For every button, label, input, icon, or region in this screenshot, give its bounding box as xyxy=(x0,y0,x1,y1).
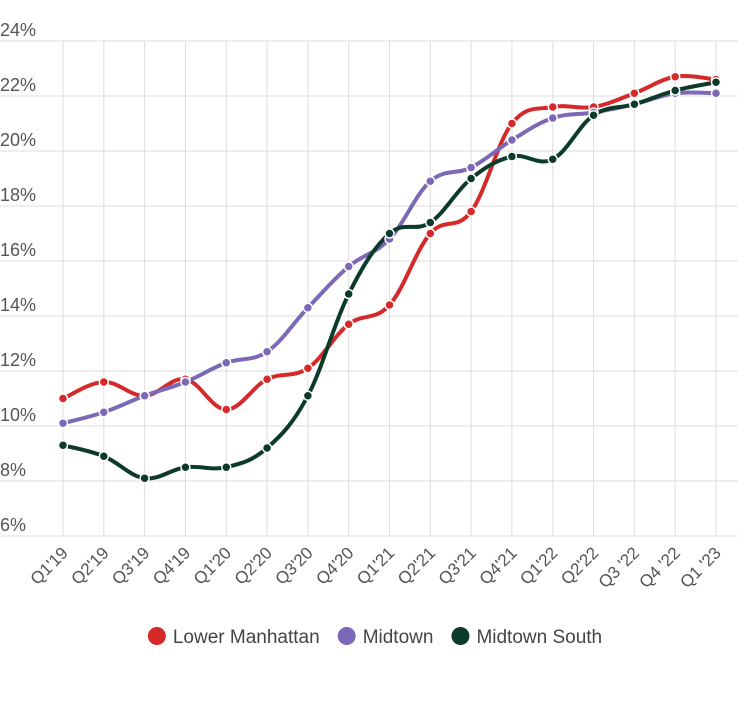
y-tick-label: 22% xyxy=(0,75,36,95)
y-tick-label: 10% xyxy=(0,405,36,425)
data-point-midtown xyxy=(98,407,110,418)
data-point-lower-manhattan xyxy=(384,299,395,311)
legend-marker-midtown xyxy=(337,627,356,645)
data-point-midtown-south xyxy=(588,110,599,121)
data-point-lower-manhattan xyxy=(221,404,232,415)
data-point-lower-manhattan xyxy=(425,228,436,239)
data-point-midtown xyxy=(261,346,273,357)
legend-label-midtown: Midtown xyxy=(363,627,434,648)
data-point-midtown xyxy=(221,357,232,368)
data-point-lower-manhattan xyxy=(669,71,681,82)
data-point-lower-manhattan xyxy=(547,101,558,113)
x-tick-label: Q3'21 xyxy=(435,543,480,588)
x-tick-label: Q4 '22 xyxy=(636,543,684,591)
legend: Lower Manhattan Midtown Midtown South xyxy=(147,627,602,648)
y-tick-label: 20% xyxy=(0,130,36,150)
data-point-midtown-south xyxy=(302,390,314,401)
data-point-midtown xyxy=(506,134,518,146)
x-tick-label: Q2'19 xyxy=(67,543,112,588)
data-point-midtown-south xyxy=(710,77,722,88)
data-point-midtown xyxy=(180,376,191,388)
legend-label-lower-manhattan: Lower Manhattan xyxy=(173,627,320,648)
series-points xyxy=(57,71,722,484)
x-tick-label: Q1 '23 xyxy=(676,543,724,591)
legend-label-midtown-south: Midtown South xyxy=(476,627,602,648)
y-tick-label: 6% xyxy=(0,515,26,535)
y-tick-label: 14% xyxy=(0,295,36,315)
data-point-midtown xyxy=(139,390,150,401)
data-point-midtown xyxy=(302,302,314,313)
y-tick-label: 12% xyxy=(0,350,36,370)
series-line-lower-manhattan xyxy=(61,74,718,412)
y-axis-ticks: 6% 8% 10% 12% 14% 16% 18% 20% 22% 24% xyxy=(0,20,36,535)
data-point-midtown-south xyxy=(425,217,436,228)
data-point-midtown-south xyxy=(669,85,681,96)
data-point-lower-manhattan xyxy=(629,88,640,99)
data-point-lower-manhattan xyxy=(343,319,354,330)
data-point-lower-manhattan xyxy=(465,206,477,217)
x-tick-label: Q3'20 xyxy=(272,543,317,588)
data-point-midtown xyxy=(465,162,477,173)
x-tick-label: Q4'20 xyxy=(312,543,357,588)
data-point-midtown-south xyxy=(139,473,150,484)
x-tick-label: Q1'19 xyxy=(27,543,72,588)
legend-marker-midtown-south xyxy=(451,627,470,645)
data-point-midtown-south xyxy=(547,154,558,165)
x-tick-label: Q3 '22 xyxy=(595,543,643,591)
data-point-midtown-south xyxy=(261,442,273,454)
data-point-lower-manhattan xyxy=(302,363,314,374)
grid xyxy=(0,40,738,537)
data-point-midtown-south xyxy=(343,288,354,300)
series-line-midtown-south xyxy=(61,80,718,481)
x-tick-label: Q1'22 xyxy=(516,543,561,588)
data-point-midtown-south xyxy=(221,462,232,473)
data-point-midtown-south xyxy=(57,440,69,451)
data-point-midtown xyxy=(343,261,354,272)
data-point-midtown xyxy=(710,88,722,99)
data-point-midtown-south xyxy=(384,228,395,239)
data-point-midtown xyxy=(57,418,69,429)
x-tick-label: Q1'20 xyxy=(190,543,235,588)
x-axis-ticks: Q1'19Q2'19Q3'19Q4'19Q1'20Q2'20Q3'20Q4'20… xyxy=(27,543,725,591)
x-tick-label: Q4'21 xyxy=(476,543,521,588)
data-point-midtown-south xyxy=(98,451,110,462)
y-tick-label: 8% xyxy=(0,460,26,480)
data-point-midtown-south xyxy=(506,151,518,162)
y-tick-label: 24% xyxy=(0,20,36,40)
data-point-midtown-south xyxy=(180,462,191,473)
x-tick-label: Q2'21 xyxy=(394,543,439,588)
legend-marker-lower-manhattan xyxy=(147,627,166,645)
y-tick-label: 18% xyxy=(0,185,36,205)
x-tick-label: Q2'22 xyxy=(557,543,602,588)
x-tick-label: Q4'19 xyxy=(149,543,194,588)
data-point-lower-manhattan xyxy=(57,393,69,404)
data-point-midtown xyxy=(547,112,558,124)
data-point-lower-manhattan xyxy=(98,376,110,388)
x-tick-label: Q3'19 xyxy=(108,543,153,588)
data-point-lower-manhattan xyxy=(506,118,518,129)
data-point-lower-manhattan xyxy=(261,374,273,385)
x-tick-label: Q2'20 xyxy=(231,543,276,588)
x-tick-label: Q1'21 xyxy=(353,543,398,588)
data-point-midtown xyxy=(425,176,436,187)
data-point-midtown-south xyxy=(465,173,477,184)
data-point-midtown-south xyxy=(629,99,640,110)
y-tick-label: 16% xyxy=(0,240,36,260)
